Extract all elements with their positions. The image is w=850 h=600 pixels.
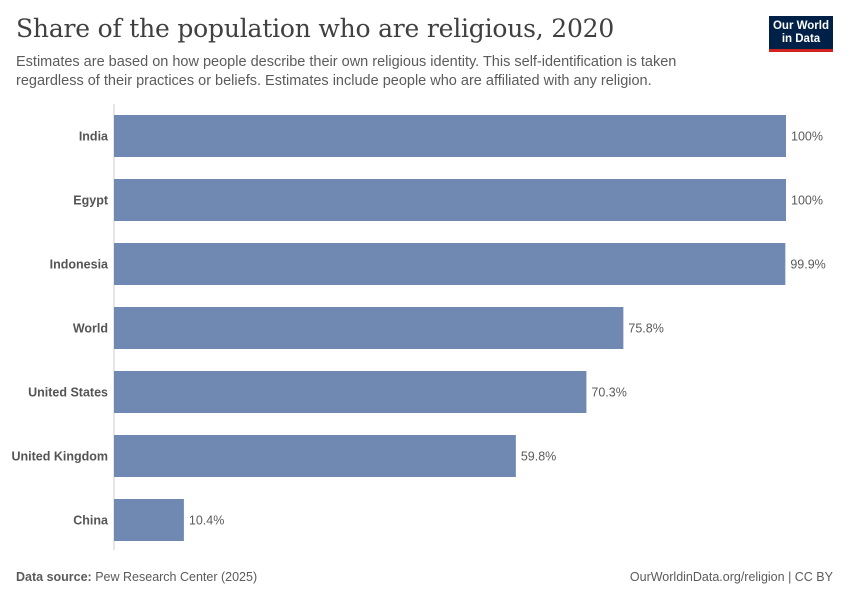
category-label-egypt: Egypt [73,194,109,208]
data-source: Data source: Pew Research Center (2025) [16,570,257,584]
chart-subtitle: Estimates are based on how people descri… [16,54,677,89]
category-label-china: China [73,514,109,528]
data-source-label: Data source: [16,570,92,584]
value-label-india: 100% [791,130,823,144]
chart-title: Share of the population who are religiou… [16,14,615,43]
bar-indonesia[interactable] [114,243,786,285]
value-label-world: 75.8% [628,322,663,336]
value-label-china: 10.4% [189,514,224,528]
bar-egypt[interactable] [114,179,786,221]
bar-world[interactable] [114,307,624,349]
value-label-egypt: 100% [791,194,823,208]
category-label-india: India [79,130,109,144]
category-label-world: World [73,322,108,336]
url-license[interactable]: OurWorldinData.org/religion | CC BY [629,570,833,584]
owid-logo[interactable]: Our World in Data [769,16,833,52]
bar-china[interactable] [114,499,184,541]
category-label-united-kingdom: United Kingdom [11,450,108,464]
logo-line-2: in Data [781,33,821,45]
value-label-united-kingdom: 59.8% [521,450,556,464]
category-label-indonesia: Indonesia [50,258,109,272]
value-label-united-states: 70.3% [591,386,626,400]
logo-line-1: Our World [772,20,829,32]
bar-united-kingdom[interactable] [114,435,516,477]
data-source-value[interactable]: Pew Research Center (2025) [95,570,258,584]
value-label-indonesia: 99.9% [790,258,825,272]
category-label-united-states: United States [28,386,108,400]
bar-united-states[interactable] [114,371,587,413]
bar-india[interactable] [114,115,786,157]
